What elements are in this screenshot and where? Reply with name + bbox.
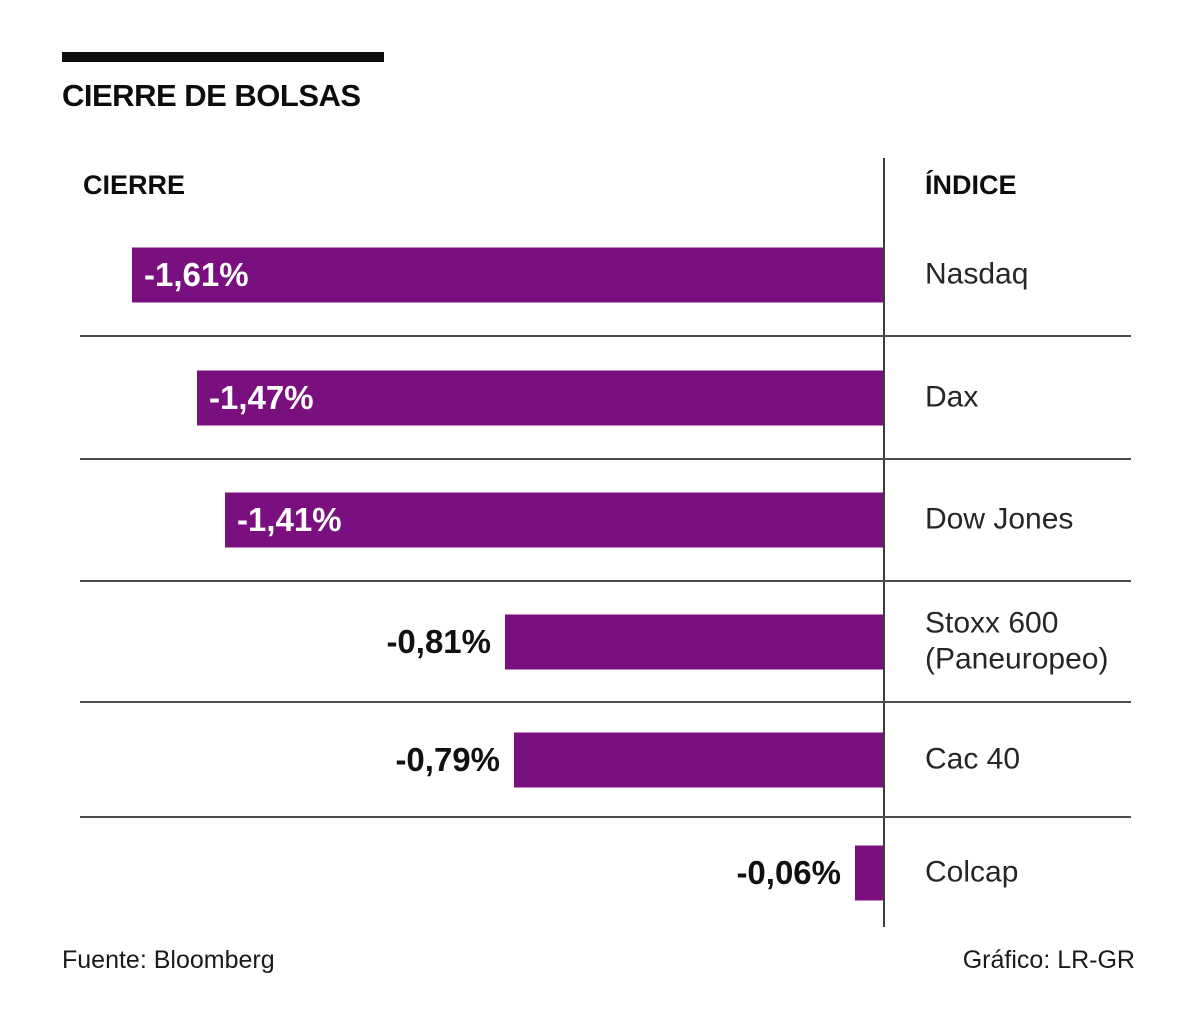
value-bar	[505, 614, 883, 669]
index-label: Colcap	[925, 855, 1019, 889]
chart-row: -1,41% Dow Jones	[80, 460, 1131, 582]
value-bar	[197, 370, 883, 425]
source-credit: Fuente: Bloomberg	[62, 946, 275, 974]
index-label: Cac 40	[925, 742, 1021, 776]
chart-row: -0,79% Cac 40	[80, 703, 1131, 818]
chart-rows: -1,61% Nasdaq -1,47% Dax -1,41% Dow Jones -0,8…	[80, 215, 1131, 928]
column-header-indice: ÍNDICE	[925, 170, 1017, 200]
index-label: Nasdaq	[925, 257, 1029, 291]
value-label: -0,81%	[386, 622, 491, 660]
column-header-cierre: CIERRE	[83, 170, 186, 200]
page-title: CIERRE DE BOLSAS	[62, 78, 361, 113]
graphic-credit: Gráfico: LR-GR	[962, 946, 1135, 974]
value-label: -0,06%	[736, 854, 841, 891]
value-bar	[225, 492, 883, 548]
value-label: -1,47%	[209, 378, 314, 416]
zero-axis-line	[883, 158, 885, 927]
chart-row: -0,06% Colcap	[80, 818, 1131, 928]
index-label: Stoxx 600 (Paneuropeo)	[925, 605, 1109, 676]
chart-row: -1,47% Dax	[80, 337, 1131, 460]
index-label: Dax	[925, 380, 979, 414]
chart-row: -1,61% Nasdaq	[80, 215, 1131, 337]
value-bar	[855, 845, 883, 901]
chart-row: -0,81% Stoxx 600 (Paneuropeo)	[80, 582, 1131, 703]
title-accent-rule	[62, 52, 384, 62]
value-label: -1,61%	[144, 256, 249, 293]
value-bar	[514, 732, 883, 787]
value-label: -1,41%	[237, 501, 342, 538]
value-label: -0,79%	[395, 740, 500, 778]
index-label: Dow Jones	[925, 502, 1074, 536]
value-bar	[132, 247, 883, 303]
